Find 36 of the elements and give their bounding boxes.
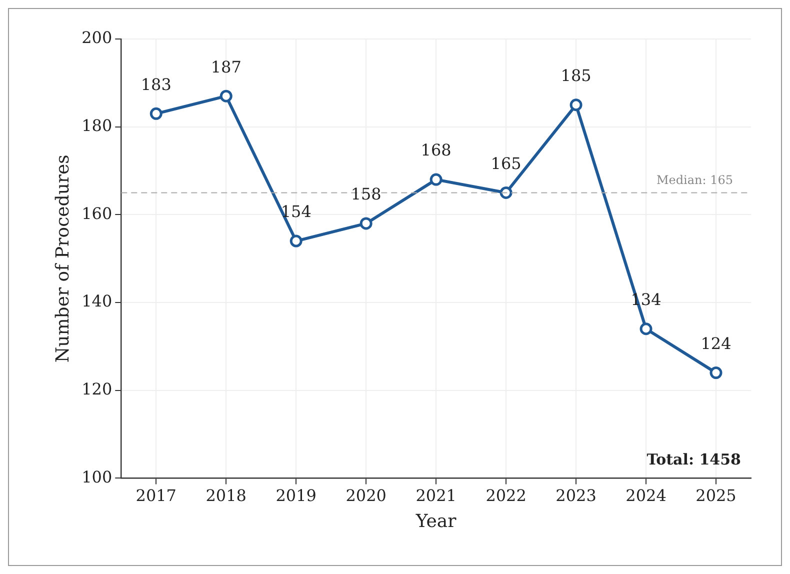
y-tick-label: 140 [82, 292, 112, 311]
data-label: 187 [210, 57, 242, 76]
x-tick-label: 2024 [626, 486, 666, 505]
point [290, 234, 302, 248]
point [500, 186, 512, 199]
point [220, 90, 232, 102]
y-tick-label: 120 [82, 380, 112, 399]
point [640, 322, 652, 336]
data-label: 185 [560, 66, 592, 86]
point [710, 366, 722, 380]
point [570, 98, 582, 112]
data-label: 165 [490, 154, 522, 173]
data-label: 154 [280, 202, 312, 222]
x-tick-label: 2018 [206, 486, 246, 505]
y-axis-title: Number of Procedures [52, 154, 74, 363]
x-tick-label: 2021 [416, 486, 456, 505]
y-tick-label: 100 [82, 467, 112, 486]
point [360, 217, 372, 230]
x-tick-label: 2017 [136, 486, 176, 505]
data-label: 158 [350, 184, 382, 204]
point [430, 173, 442, 186]
ref-line-label: Median: 165 [656, 172, 733, 187]
y-tick-label: 200 [82, 28, 112, 48]
x-tick-label: 2025 [696, 486, 736, 505]
data-label: 168 [420, 140, 452, 160]
x-axis-title: Year [414, 510, 457, 532]
data-label: 183 [140, 74, 172, 94]
y-tick-label: 160 [82, 204, 112, 223]
point [150, 107, 162, 120]
data-label: 124 [700, 334, 732, 353]
x-tick-label: 2022 [486, 486, 526, 505]
annotation: Total: 1458 [646, 450, 741, 469]
x-tick-label: 2023 [556, 486, 596, 505]
x-tick-label: 2019 [276, 486, 316, 505]
x-tick-label: 2020 [346, 486, 386, 505]
y-tick-label: 180 [82, 116, 112, 135]
